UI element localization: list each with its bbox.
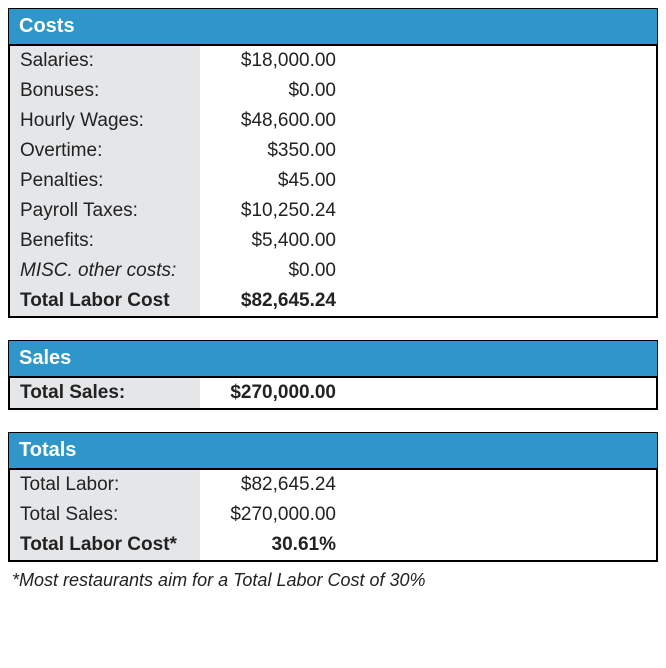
filler-cell — [350, 286, 656, 316]
table-row: Penalties: $45.00 — [10, 166, 656, 196]
totals-header: Totals — [8, 432, 658, 468]
cost-label: Payroll Taxes: — [10, 196, 200, 226]
totals-label: Total Sales: — [10, 500, 200, 530]
totals-value: $82,645.24 — [200, 470, 350, 500]
cost-label: MISC. other costs: — [10, 256, 200, 286]
filler-cell — [350, 46, 656, 76]
cost-label: Hourly Wages: — [10, 106, 200, 136]
cost-value: $0.00 — [200, 76, 350, 106]
sales-table: Total Sales: $270,000.00 — [10, 378, 656, 408]
cost-label: Bonuses: — [10, 76, 200, 106]
filler-cell — [350, 76, 656, 106]
sales-body: Total Sales: $270,000.00 — [8, 376, 658, 410]
filler-cell — [350, 226, 656, 256]
table-row: Overtime: $350.00 — [10, 136, 656, 166]
table-row: Hourly Wages: $48,600.00 — [10, 106, 656, 136]
filler-cell — [350, 166, 656, 196]
filler-cell — [350, 136, 656, 166]
table-row: Payroll Taxes: $10,250.24 — [10, 196, 656, 226]
cost-label: Penalties: — [10, 166, 200, 196]
costs-header: Costs — [8, 8, 658, 44]
footnote-text: *Most restaurants aim for a Total Labor … — [8, 570, 658, 591]
sales-header: Sales — [8, 340, 658, 376]
cost-value: $18,000.00 — [200, 46, 350, 76]
filler-cell — [350, 256, 656, 286]
filler-cell — [350, 378, 656, 408]
sales-total-label: Total Sales: — [10, 378, 200, 408]
filler-cell — [350, 470, 656, 500]
totals-value: $270,000.00 — [200, 500, 350, 530]
cost-total-label: Total Labor Cost — [10, 286, 200, 316]
table-row: Total Labor: $82,645.24 — [10, 470, 656, 500]
cost-value: $0.00 — [200, 256, 350, 286]
table-row: Salaries: $18,000.00 — [10, 46, 656, 76]
totals-label: Total Labor: — [10, 470, 200, 500]
costs-panel: Costs Salaries: $18,000.00 Bonuses: $0.0… — [8, 8, 658, 318]
costs-table: Salaries: $18,000.00 Bonuses: $0.00 Hour… — [10, 46, 656, 316]
cost-label: Salaries: — [10, 46, 200, 76]
filler-cell — [350, 106, 656, 136]
filler-cell — [350, 530, 656, 560]
cost-value: $5,400.00 — [200, 226, 350, 256]
cost-total-value: $82,645.24 — [200, 286, 350, 316]
table-row-total: Total Labor Cost* 30.61% — [10, 530, 656, 560]
sales-panel: Sales Total Sales: $270,000.00 — [8, 340, 658, 410]
cost-label: Overtime: — [10, 136, 200, 166]
table-row: MISC. other costs: $0.00 — [10, 256, 656, 286]
filler-cell — [350, 500, 656, 530]
cost-value: $350.00 — [200, 136, 350, 166]
totals-total-value: 30.61% — [200, 530, 350, 560]
totals-panel: Totals Total Labor: $82,645.24 Total Sal… — [8, 432, 658, 562]
cost-value: $48,600.00 — [200, 106, 350, 136]
table-row-total: Total Sales: $270,000.00 — [10, 378, 656, 408]
costs-body: Salaries: $18,000.00 Bonuses: $0.00 Hour… — [8, 44, 658, 318]
totals-total-label: Total Labor Cost* — [10, 530, 200, 560]
table-row-total: Total Labor Cost $82,645.24 — [10, 286, 656, 316]
table-row: Benefits: $5,400.00 — [10, 226, 656, 256]
totals-table: Total Labor: $82,645.24 Total Sales: $27… — [10, 470, 656, 560]
totals-body: Total Labor: $82,645.24 Total Sales: $27… — [8, 468, 658, 562]
cost-value: $45.00 — [200, 166, 350, 196]
table-row: Bonuses: $0.00 — [10, 76, 656, 106]
sales-total-value: $270,000.00 — [200, 378, 350, 408]
table-row: Total Sales: $270,000.00 — [10, 500, 656, 530]
filler-cell — [350, 196, 656, 226]
cost-value: $10,250.24 — [200, 196, 350, 226]
cost-label: Benefits: — [10, 226, 200, 256]
